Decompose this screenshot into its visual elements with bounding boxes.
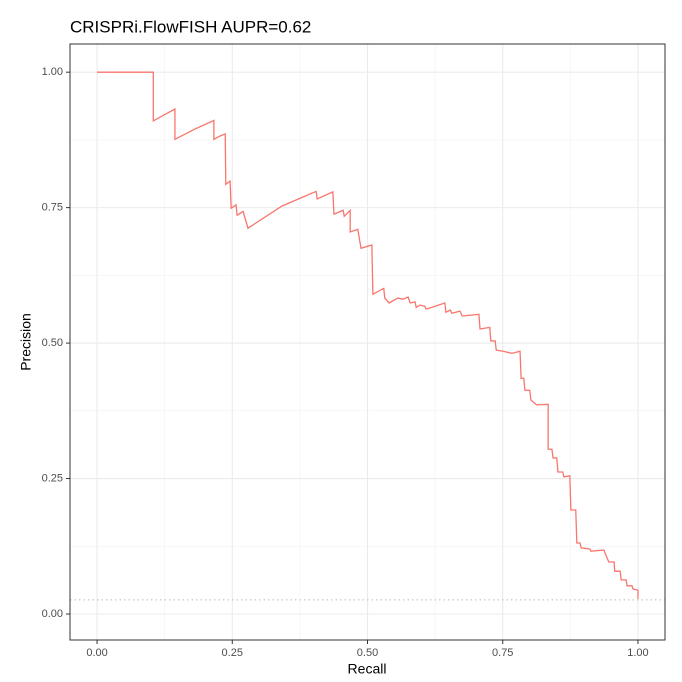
x-tick-label: 0.50 [357, 647, 378, 659]
y-tick-label: 0.75 [42, 202, 63, 214]
y-tick-label: 0.50 [42, 337, 63, 349]
panel-border [69, 43, 666, 641]
chart-title: CRISPRi.FlowFISH AUPR=0.62 [70, 17, 311, 36]
x-tick-label: 0.25 [222, 647, 243, 659]
x-tick-label: 0.75 [492, 647, 513, 659]
x-tick-label: 1.00 [627, 647, 648, 659]
y-tick-label: 1.00 [42, 66, 63, 78]
x-axis-title: Recall [348, 661, 387, 677]
x-tick-label: 0.00 [86, 647, 107, 659]
y-tick-label: 0.00 [42, 608, 63, 620]
y-tick-label: 0.25 [42, 472, 63, 484]
pr-curve [97, 71, 639, 599]
y-axis-title: Precision [18, 313, 34, 371]
